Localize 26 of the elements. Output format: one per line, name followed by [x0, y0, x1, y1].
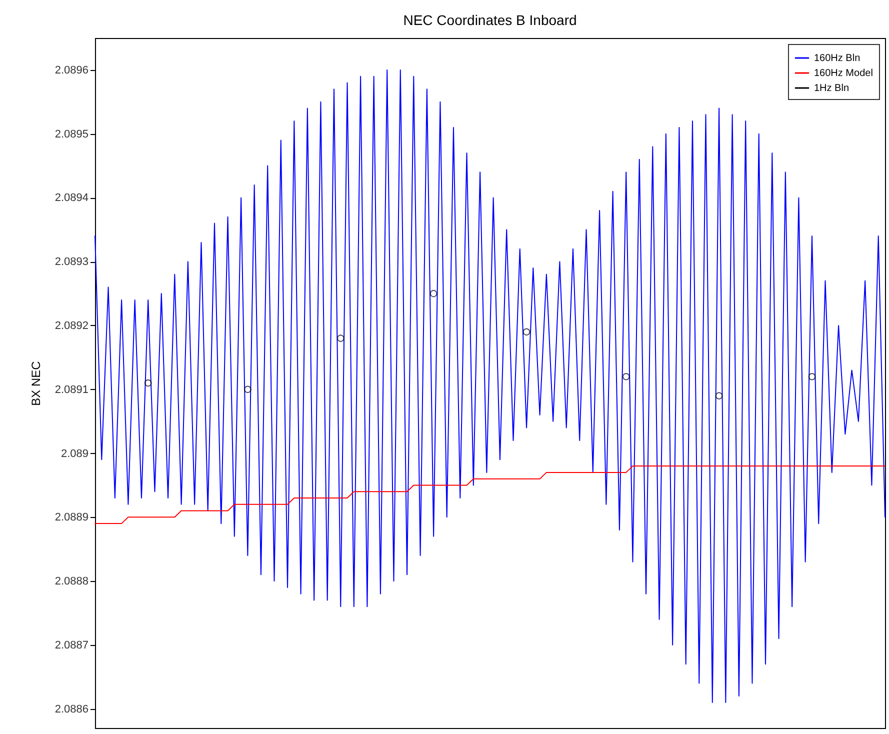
line-series	[94, 466, 886, 524]
y-tick-label: 2.0888	[54, 576, 88, 588]
y-tick-label: 2.0887	[54, 639, 88, 652]
point	[244, 386, 252, 394]
legend-label: 1Hz Bln	[814, 83, 850, 94]
point	[144, 379, 152, 387]
y-tick-label: 2.0895	[54, 128, 88, 140]
legend-label: 160Hz Model	[814, 68, 873, 79]
point	[808, 372, 816, 380]
y-tick-label: 2.089	[60, 448, 88, 460]
point	[715, 392, 723, 400]
y-tick-label: 2.0891	[54, 384, 88, 396]
point	[336, 334, 344, 342]
y-tick-label: 2.0896	[54, 64, 88, 76]
y-tick-label: 2.0893	[54, 256, 88, 268]
line-series	[94, 69, 886, 703]
y-tick-label: 2.0892	[54, 320, 88, 332]
y-tick-label: 2.0886	[54, 703, 88, 716]
point	[522, 328, 530, 336]
legend-label: 160Hz Bln	[814, 53, 860, 64]
point	[430, 290, 438, 298]
y-axis-title: BX NEC	[28, 360, 43, 406]
y-tick-label: 2.0894	[54, 192, 88, 204]
y-tick-label: 2.0889	[54, 512, 88, 524]
point	[622, 372, 630, 380]
chart-title: NEC Coordinates B Inboard	[403, 12, 577, 28]
